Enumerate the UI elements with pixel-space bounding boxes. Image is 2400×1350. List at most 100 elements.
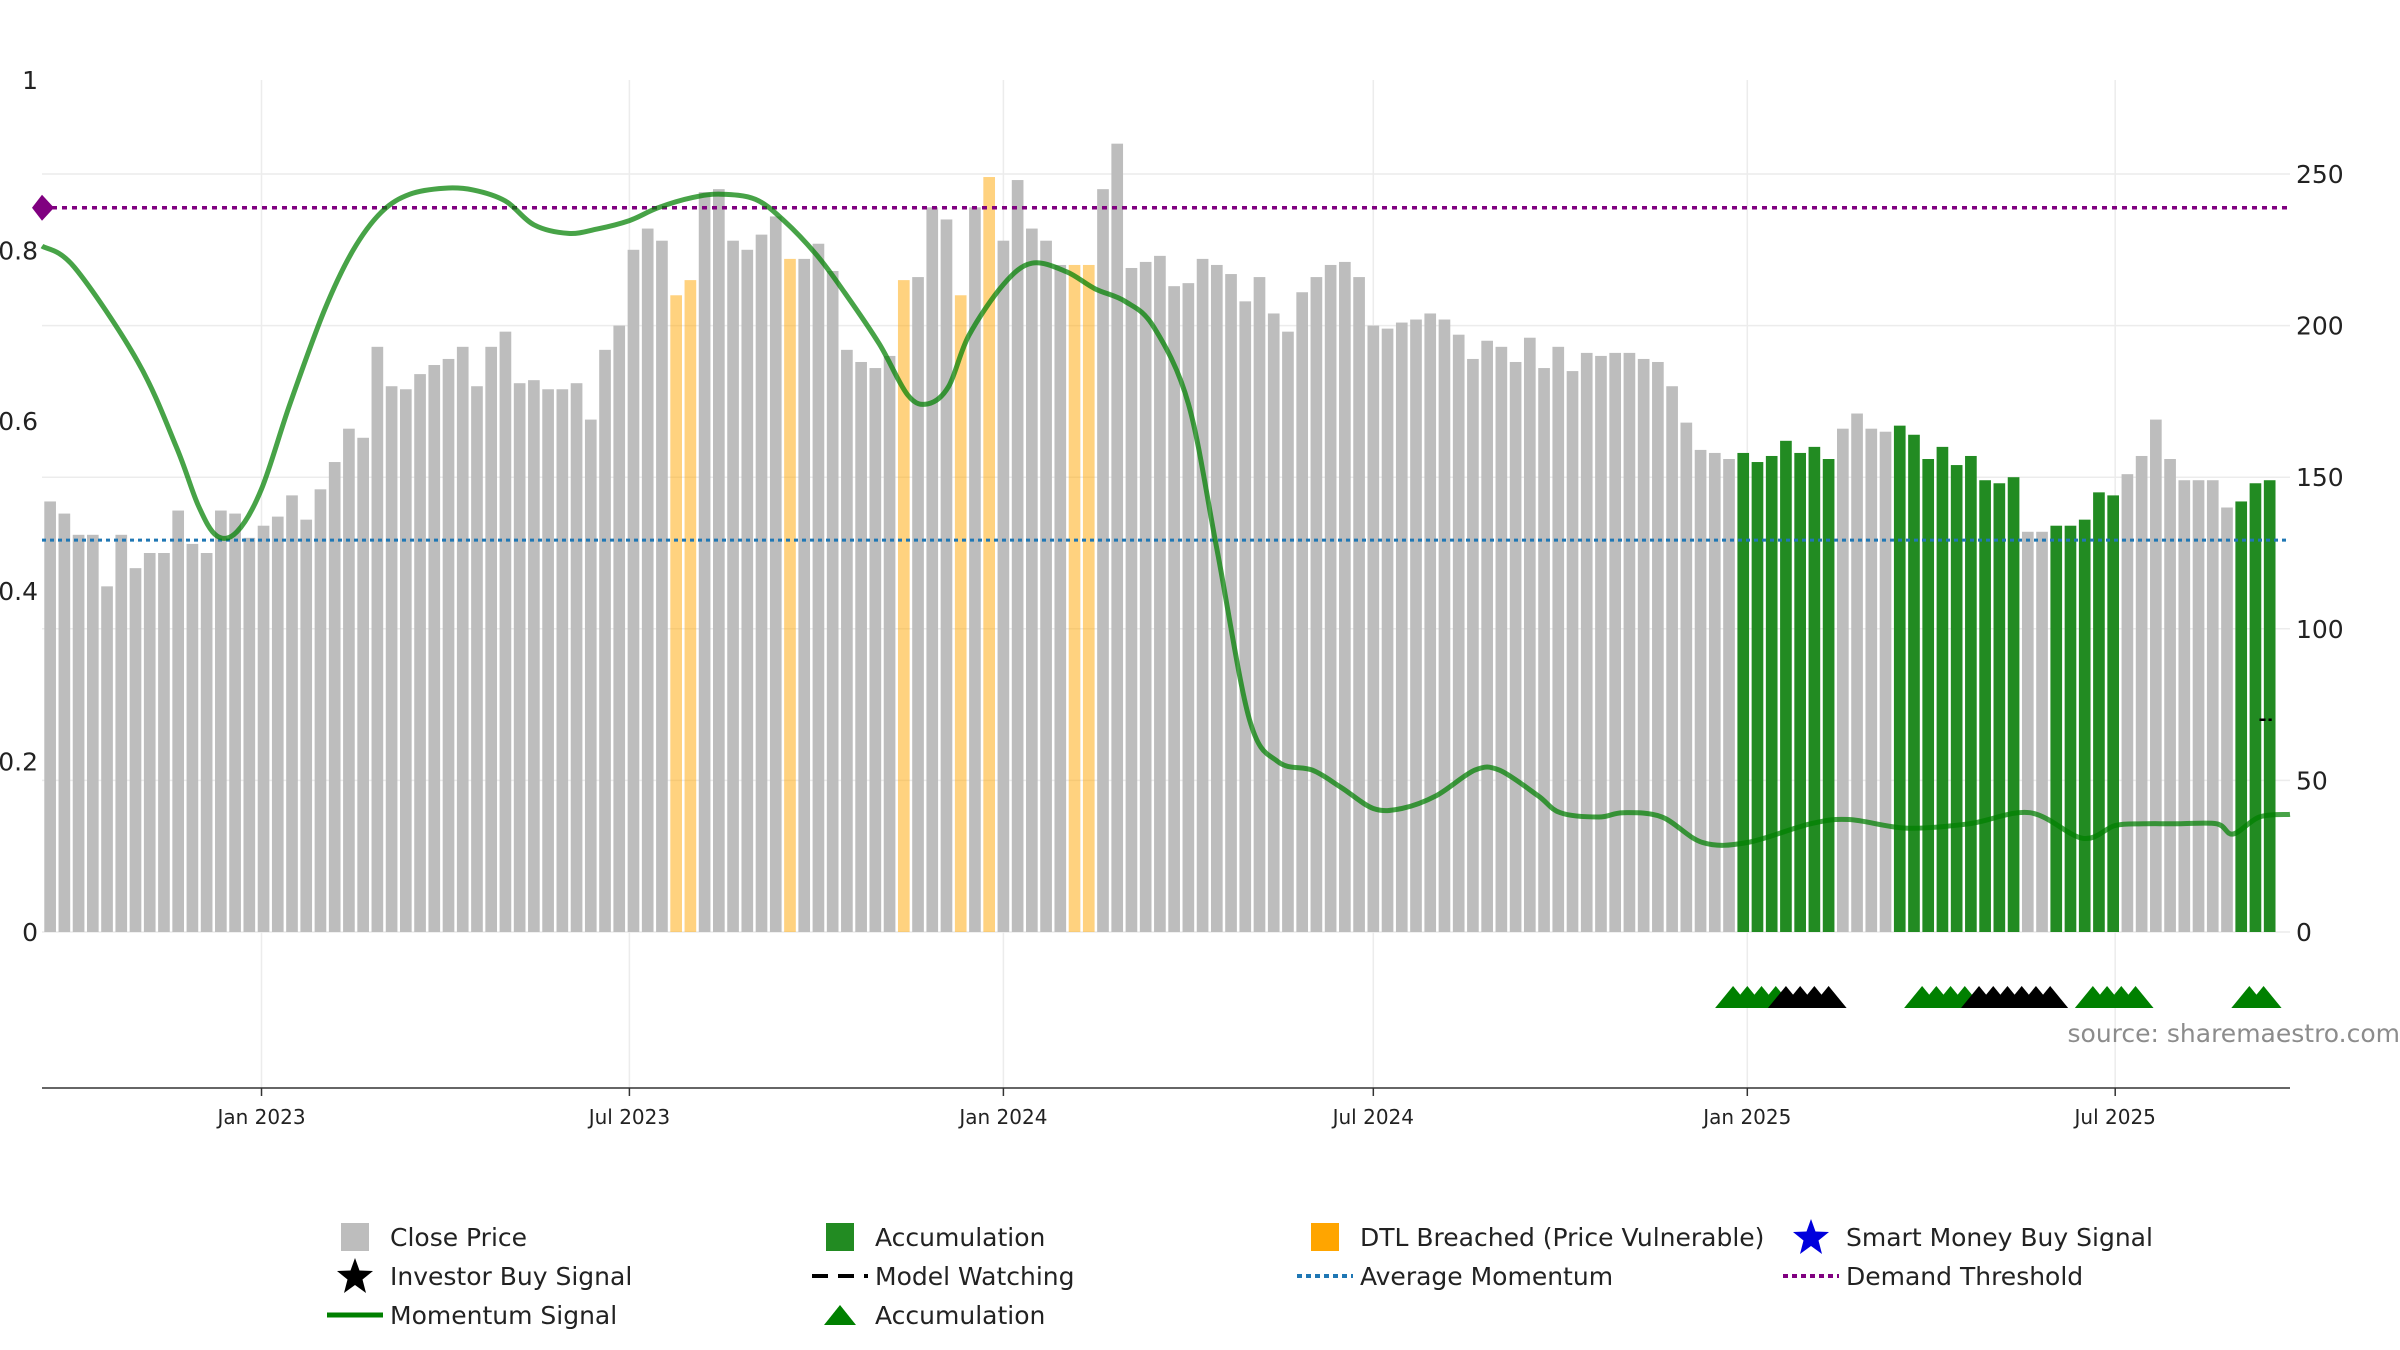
accumulation-bar [2263, 480, 2276, 932]
price-bar [2192, 480, 2205, 932]
price-bar [2164, 459, 2176, 932]
accumulation-marker [2245, 986, 2282, 1008]
price-bar [499, 331, 512, 933]
price-bar [1481, 340, 1493, 932]
price-bar [812, 243, 825, 932]
price-bar [1367, 325, 1380, 932]
price-bars [44, 143, 2276, 933]
price-bar [713, 189, 725, 933]
dtl-breached-bar [983, 177, 996, 933]
source-label: source: sharemaestro.com [2068, 1019, 2400, 1048]
price-bar [1652, 361, 1664, 932]
price-bar [1438, 319, 1451, 932]
price-bar [869, 368, 882, 932]
price-bar [1523, 337, 1536, 932]
accumulation-bar [1780, 440, 1792, 932]
signal-markers [1715, 986, 2282, 1008]
price-bar [1623, 352, 1636, 932]
accumulation-bar [2050, 525, 2063, 932]
price-bar [158, 552, 170, 932]
accumulation-bar [1751, 462, 1764, 932]
accumulation-bar [1922, 459, 1935, 932]
price-bar [627, 249, 640, 933]
price-bar [243, 537, 256, 932]
investor-signal-marker [1810, 986, 1847, 1008]
accumulation-bar [1965, 455, 1977, 932]
price-bar [471, 386, 483, 932]
price-bar [613, 325, 626, 932]
price-bar [1253, 277, 1266, 932]
left-tick-label: 0.6 [0, 407, 38, 436]
accumulation-marker [2117, 986, 2154, 1008]
price-bar [2206, 480, 2219, 932]
accumulation-bar [2107, 495, 2120, 932]
price-bar [72, 534, 85, 932]
price-bar [755, 234, 768, 933]
left-tick-label: 0.8 [0, 236, 38, 265]
price-bar [1708, 452, 1721, 932]
dtl-breached-bar [1068, 264, 1081, 932]
price-bar [2150, 419, 2162, 933]
price-bar [456, 346, 469, 933]
right-tick-label: 0 [2296, 918, 2312, 947]
price-bar [1694, 449, 1707, 932]
price-bar [314, 489, 327, 932]
accumulation-bar [2007, 477, 2020, 932]
price-bar [997, 240, 1010, 932]
price-bar [1139, 261, 1152, 932]
price-bar [385, 386, 398, 932]
price-bar [556, 389, 569, 932]
price-bar [1097, 189, 1109, 933]
investor-signal-marker [2032, 986, 2069, 1008]
price-bar [513, 383, 526, 932]
price-bar [1168, 286, 1180, 932]
price-bar [357, 437, 369, 932]
price-bar [286, 495, 298, 932]
price-bar [271, 516, 284, 932]
price-bar [1111, 143, 1124, 932]
accumulation-bar [1822, 459, 1835, 932]
accumulation-bar [1936, 446, 1949, 932]
x-tick-label: Jan 2024 [957, 1105, 1047, 1129]
price-bar [428, 365, 441, 932]
price-bar [1851, 413, 1863, 932]
price-bar [1040, 240, 1052, 932]
accumulation-bar [1893, 425, 1906, 932]
price-bar [1837, 428, 1849, 932]
price-bar [599, 349, 611, 932]
price-bar [1011, 180, 1024, 932]
price-bar [1538, 368, 1550, 932]
price-bar [442, 358, 455, 932]
price-bar [969, 207, 981, 932]
right-tick-label: 100 [2296, 615, 2344, 644]
price-bar [1467, 358, 1479, 932]
price-bar [1865, 428, 1878, 932]
price-bar [101, 586, 113, 932]
price-bar [215, 510, 227, 932]
price-bar [1353, 277, 1365, 932]
price-bar [1410, 319, 1422, 932]
price-bar [2121, 474, 2134, 932]
left-tick-label: 0.2 [0, 748, 38, 777]
price-bar [485, 346, 498, 933]
dtl-breached-bar [684, 280, 697, 932]
price-bar [1310, 277, 1323, 932]
price-bar [1395, 322, 1408, 933]
accumulation-bar [2235, 501, 2248, 932]
price-bar [584, 419, 597, 933]
axes: 0 0.2 0.4 0.6 0.8 1 0 50 100 150 200 250 Jan 2023 Jul… [0, 66, 2344, 1129]
dtl-breached-bar [897, 280, 910, 932]
accumulation-bar [2078, 519, 2091, 932]
price-bar [1723, 459, 1735, 932]
price-bar [129, 568, 142, 932]
price-bar [1680, 422, 1693, 932]
price-bar [798, 258, 811, 933]
price-bar [1424, 313, 1437, 932]
price-bar [343, 428, 355, 932]
price-bar [1509, 361, 1522, 932]
price-bar [1666, 386, 1678, 932]
accumulation-bar [1908, 434, 1920, 932]
accumulation-bar [1794, 452, 1806, 932]
accumulation-bar [1808, 446, 1821, 932]
